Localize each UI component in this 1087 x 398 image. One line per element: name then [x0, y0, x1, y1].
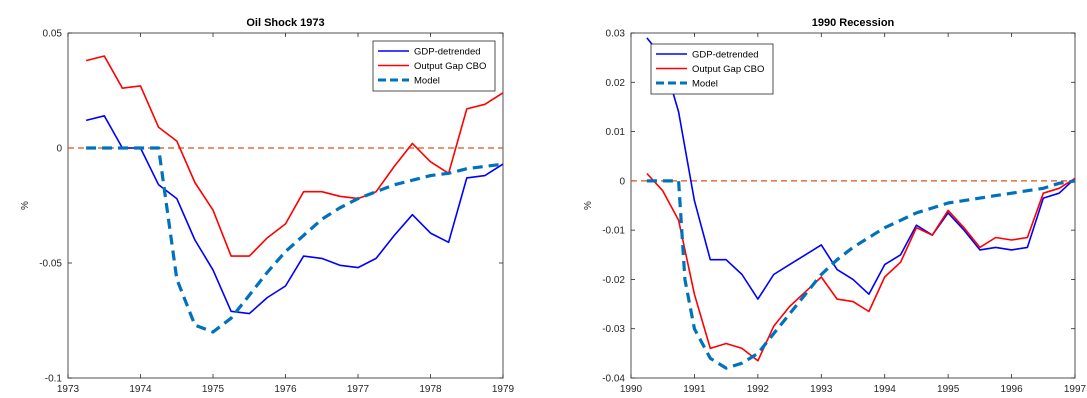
series-line-output-gap-cbo — [85, 55, 504, 257]
x-tick-label: 1979 — [492, 384, 515, 395]
legend-label: Output Gap CBO — [692, 64, 764, 75]
x-tick-label: 1973 — [57, 384, 80, 395]
x-tick-label: 1997 — [1064, 384, 1087, 395]
y-tick-label: 0 — [56, 144, 62, 155]
y-axis-label: % — [583, 201, 594, 210]
x-tick-label: 1993 — [810, 384, 833, 395]
y-tick-label: 0.05 — [43, 29, 63, 40]
x-tick-label: 1978 — [419, 384, 442, 395]
series-line-model — [86, 146, 504, 334]
x-tick-label: 1976 — [274, 384, 297, 395]
x-tick-label: 1992 — [747, 384, 770, 395]
legend-label: GDP-detrended — [414, 47, 481, 58]
x-tick-label: 1990 — [620, 384, 643, 395]
legend: GDP-detrended Output Gap CBO Model — [650, 43, 774, 95]
legend: GDP-detrended Output Gap CBO Model — [372, 40, 496, 92]
chart-title: 1990 Recession — [812, 17, 895, 29]
x-tick-label: 1974 — [129, 384, 152, 395]
legend-label: Output Gap CBO — [414, 61, 486, 72]
y-tick-label: -0.1 — [45, 374, 63, 385]
series-line-gdp-detrended — [85, 115, 504, 315]
legend-label: Model — [414, 76, 440, 87]
chart-panel-2: 1990 Recession% 1990 1991 1992 1993 1994 1995 1… — [583, 17, 1087, 395]
x-tick-label: 1975 — [202, 384, 225, 395]
x-tick-label: 1996 — [1000, 384, 1023, 395]
y-axis-label: % — [20, 201, 31, 210]
y-tick-label: 0.03 — [606, 29, 626, 40]
y-tick-label: 0 — [619, 176, 625, 187]
y-tick-label: -0.04 — [602, 374, 625, 385]
chart-panel-1: Oil Shock 1973% 1973 1974 1975 1976 1977 1978 1… — [20, 17, 515, 395]
y-tick-label: -0.01 — [602, 226, 625, 237]
x-tick-label: 1994 — [874, 384, 897, 395]
series-line-output-gap-cbo — [646, 172, 1076, 362]
chart-title: Oil Shock 1973 — [246, 17, 324, 29]
x-tick-label: 1995 — [937, 384, 960, 395]
legend-label: GDP-detrended — [692, 50, 759, 61]
series-line-gdp-detrended — [646, 37, 1076, 300]
y-tick-label: 0.02 — [606, 78, 626, 89]
x-tick-label: 1991 — [683, 384, 706, 395]
legend-label: Model — [692, 79, 718, 90]
y-tick-label: -0.03 — [602, 324, 625, 335]
y-tick-label: 0.01 — [606, 127, 626, 138]
y-tick-label: -0.05 — [39, 259, 62, 270]
y-tick-label: -0.02 — [602, 275, 625, 286]
x-tick-label: 1977 — [347, 384, 370, 395]
